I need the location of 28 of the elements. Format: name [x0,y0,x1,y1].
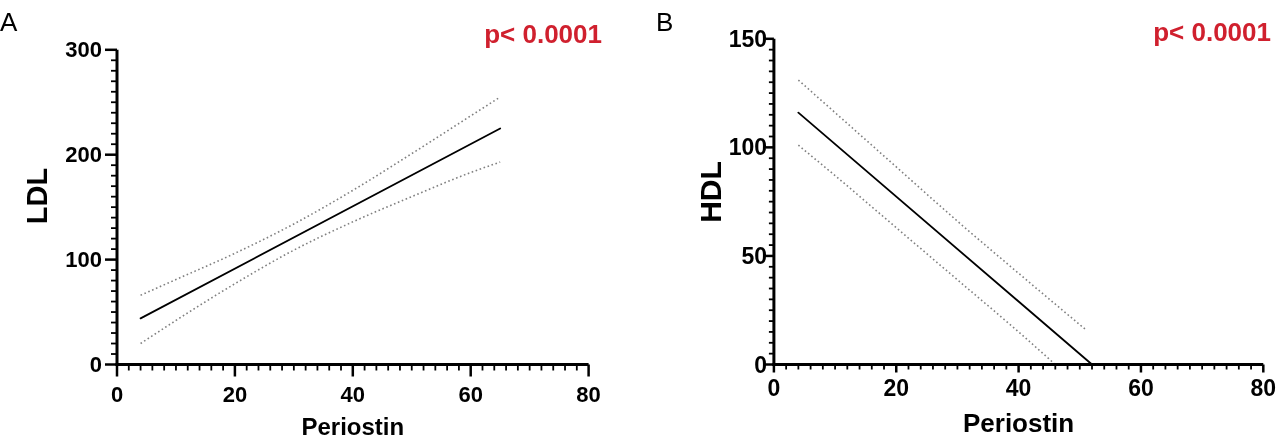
line-series [139,96,501,297]
y-tick-label: 100 [728,134,767,161]
x-tick-label: 40 [340,381,366,407]
y-axis-title: HDL [693,161,727,223]
x-axis-title: Periostin [301,413,405,440]
text: p< 0.0001 [484,19,602,49]
x-tick-label: 40 [1005,375,1032,401]
y-tick-label: 150 [728,25,767,52]
x-tick-label: 60 [458,381,483,407]
line-series [797,79,1087,331]
chart-title: B [656,7,674,37]
y-tick-label: 100 [65,247,102,273]
line-series [139,161,501,345]
x-tick-label: 0 [110,381,124,407]
y-tick-label: 200 [65,142,102,168]
chart-title: A [0,7,18,37]
y-tick-label: 0 [754,351,767,378]
x-tick-label: 80 [576,381,601,407]
annotation: p< 0.0001 [1153,17,1271,47]
x-tick-label: 20 [222,381,248,407]
y-tick-label: 0 [89,352,102,377]
y-tick-label: 50 [741,242,767,269]
x-tick-label: 20 [883,375,910,401]
x-tick-label: 80 [1250,375,1277,401]
y-axis-title: LDL [21,167,53,225]
x-tick-label: 60 [1128,375,1154,401]
x-axis-title: Periostin [962,408,1075,438]
y-tick-label: 300 [65,37,102,63]
